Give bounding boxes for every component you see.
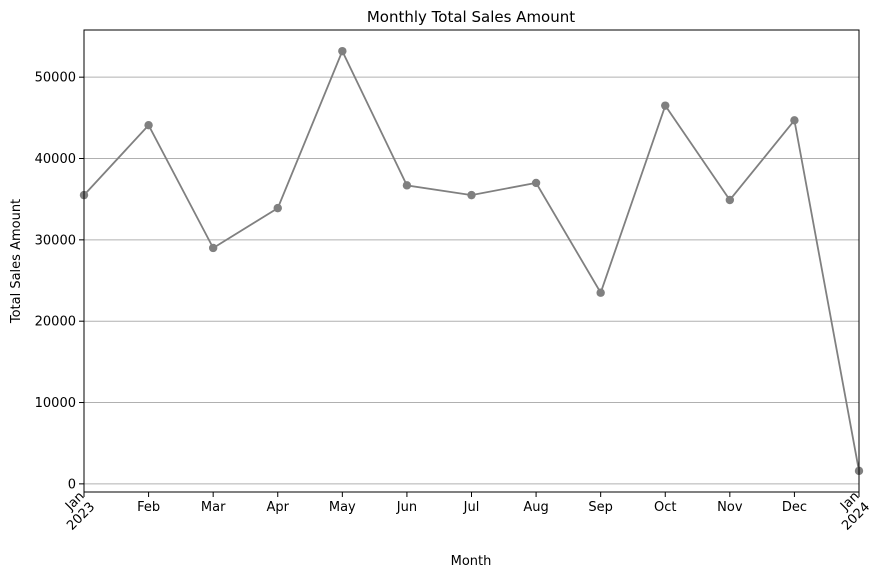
y-tick-label: 0 [68, 477, 76, 492]
x-tick-label: Oct [654, 500, 676, 515]
data-point [208, 243, 218, 253]
data-point [596, 288, 605, 297]
x-tick-label: Feb [137, 500, 160, 515]
x-tick-label: Nov [717, 500, 743, 515]
x-axis-label: Month [451, 554, 492, 569]
data-point [790, 116, 799, 125]
grid-lines [84, 76, 859, 485]
y-tick-label: 40000 [35, 152, 76, 167]
data-point [531, 178, 541, 188]
x-tick-label: Sep [588, 500, 613, 515]
series-layer [79, 46, 864, 476]
y-tick-label: 20000 [35, 315, 76, 330]
series-line [83, 48, 860, 472]
data-point [467, 190, 476, 200]
x-tick-label: Jun [396, 500, 417, 515]
data-point [725, 195, 735, 205]
y-axis-label: Total Sales Amount [9, 199, 24, 324]
data-point [273, 203, 282, 213]
x-tick-label: May [329, 500, 356, 515]
data-point [661, 101, 670, 110]
data-point [144, 120, 153, 130]
data-point [338, 46, 347, 56]
x-tick-label: Jul [463, 500, 480, 515]
plot-frame [83, 29, 860, 493]
y-tick-label: 50000 [35, 71, 76, 86]
data-point [402, 181, 412, 190]
x-tick-label: Mar [201, 500, 226, 515]
y-axis-ticks: 0 10000 20000 30000 40000 50000 [35, 71, 84, 492]
y-tick-label: 30000 [35, 233, 76, 248]
x-tick-label: Apr [267, 500, 290, 515]
y-tick-label: 10000 [35, 396, 76, 411]
x-tick-label: Aug [523, 500, 548, 515]
x-tick-label: Dec [782, 500, 807, 515]
chart-title: Monthly Total Sales Amount [367, 8, 575, 26]
